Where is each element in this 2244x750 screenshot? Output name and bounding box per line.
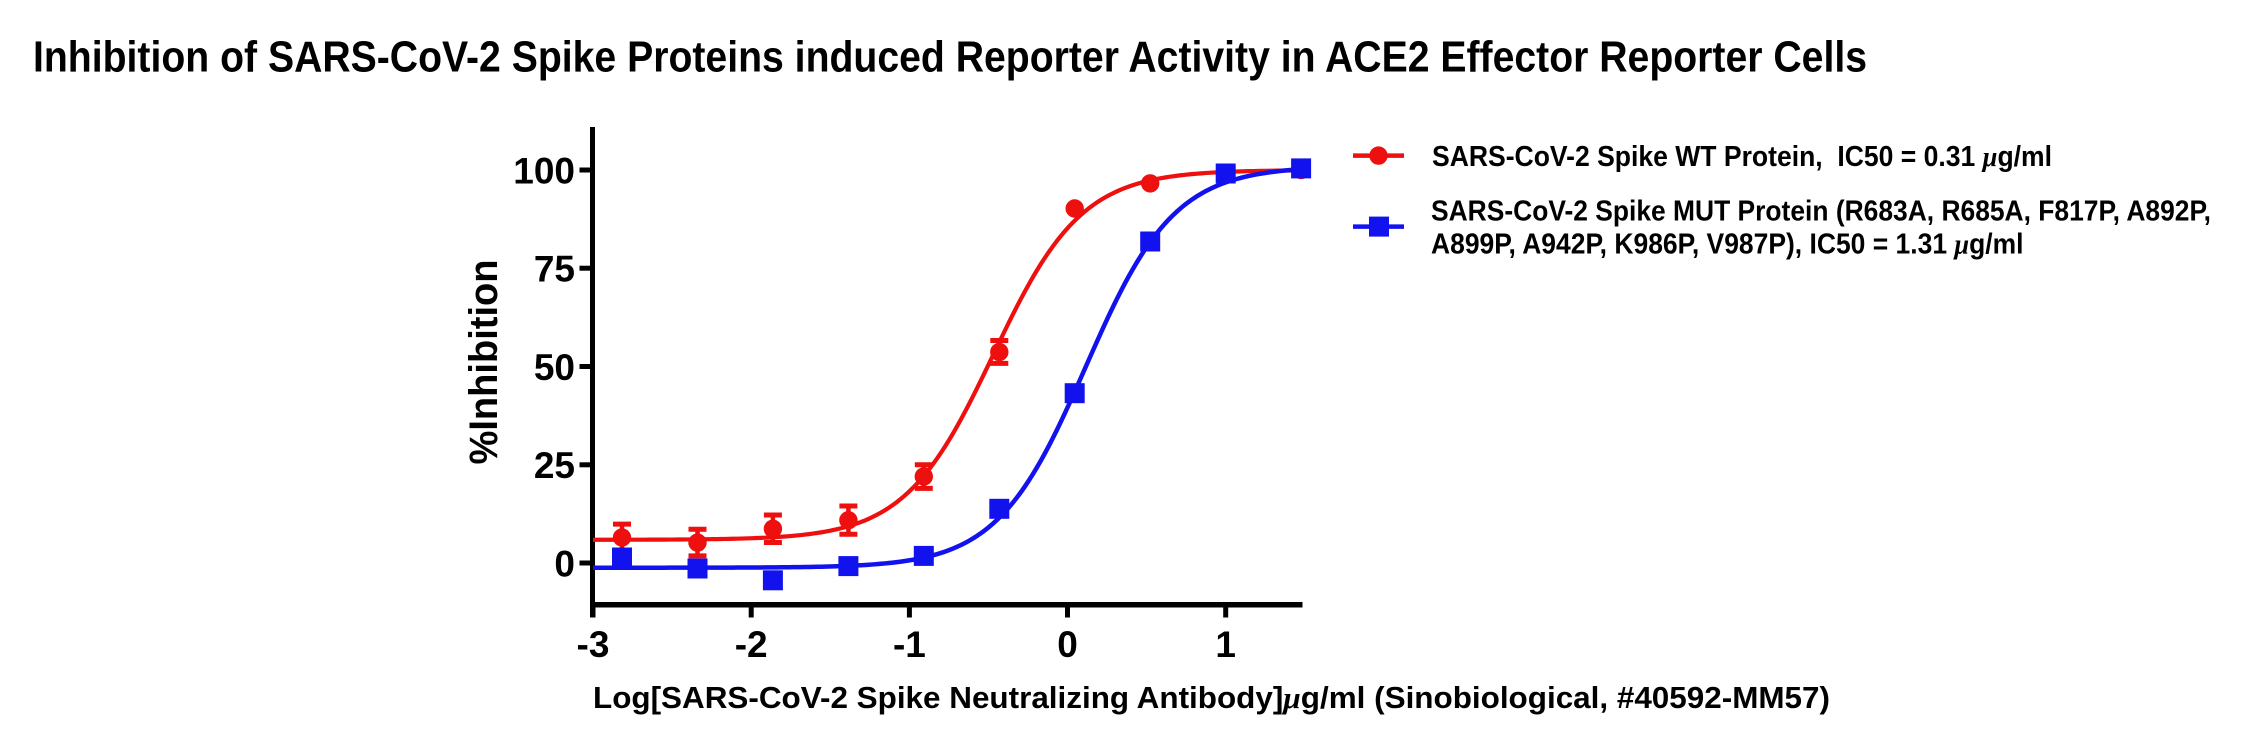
svg-text:1: 1 — [1215, 624, 1236, 665]
svg-text:0: 0 — [1057, 624, 1078, 665]
svg-text:50: 50 — [534, 347, 575, 388]
svg-text:-2: -2 — [735, 624, 768, 665]
svg-text:SARS-CoV-2 Spike WT Protein,: SARS-CoV-2 Spike WT Protein, IC50 = 0.31… — [1432, 141, 2052, 173]
svg-text:%Inhibition: %Inhibition — [462, 260, 506, 465]
svg-text:0: 0 — [554, 543, 575, 584]
svg-text:A899P, A942P, K986P, V987P), I: A899P, A942P, K986P, V987P), IC50 = 1.31… — [1431, 229, 2024, 261]
svg-text:100: 100 — [513, 150, 575, 191]
svg-text:-1: -1 — [893, 624, 926, 665]
svg-text:SARS-CoV-2 Spike MUT Protein (: SARS-CoV-2 Spike MUT Protein (R683A, R68… — [1431, 196, 2211, 228]
svg-text:-3: -3 — [577, 624, 610, 665]
svg-text:Inhibition of SARS-CoV-2 Spike: Inhibition of SARS-CoV-2 Spike Proteins … — [33, 33, 1867, 82]
svg-text:Log[SARS-CoV-2 Spike Neutraliz: Log[SARS-CoV-2 Spike Neutralizing Antibo… — [593, 680, 1830, 715]
svg-text:75: 75 — [534, 249, 575, 290]
svg-text:25: 25 — [534, 445, 575, 486]
